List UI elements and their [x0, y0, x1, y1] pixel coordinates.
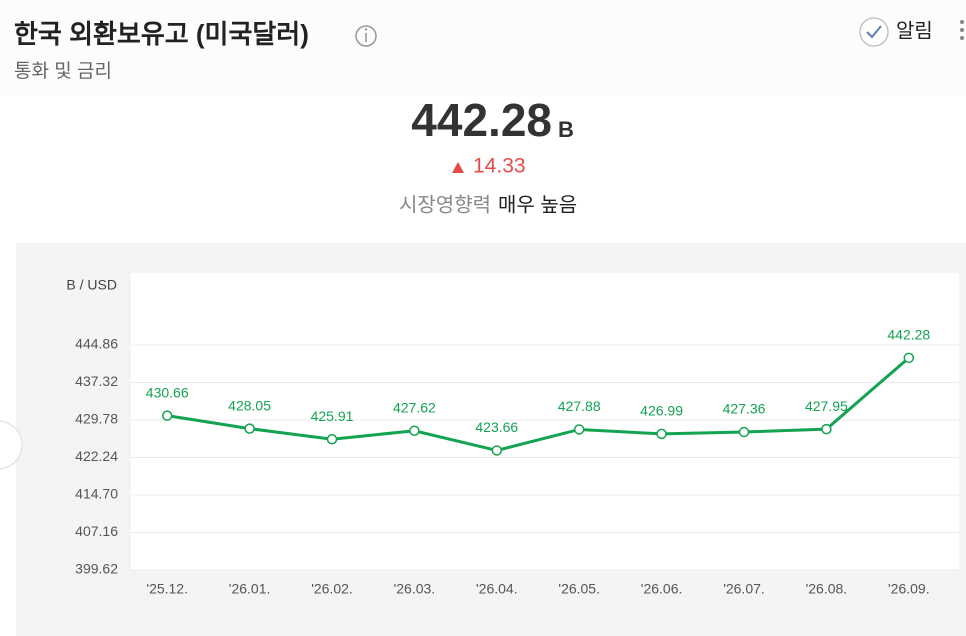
impact-label: 시장영향력	[399, 193, 491, 216]
value-label: 428.05	[228, 397, 271, 413]
value-label: 423.66	[475, 419, 518, 435]
point	[244, 423, 255, 434]
value-label: 426.99	[640, 403, 683, 419]
x-tick-label: '25.12.	[146, 581, 188, 597]
point	[738, 426, 750, 438]
x-tick-label: '26.03.	[394, 581, 436, 597]
menu-button[interactable]	[960, 20, 964, 40]
x-tick-label: '26.04.	[476, 581, 518, 597]
value-label: 427.95	[805, 398, 848, 414]
alert-button[interactable]: 알림	[859, 17, 933, 47]
y-unit: B / USD	[66, 277, 117, 293]
y-tick-label: 429.78	[75, 411, 118, 427]
y-tick-label: 414.70	[75, 486, 118, 502]
y-tick-label: 437.32	[75, 373, 118, 389]
x-tick-label: '26.05.	[558, 581, 600, 597]
main-unit: B	[558, 117, 574, 142]
side-button[interactable]	[0, 420, 23, 470]
x-tick-label: '26.02.	[311, 581, 353, 597]
value-label: 430.66	[146, 384, 189, 400]
x-tick-label: '26.01.	[229, 581, 271, 597]
value-label: 442.28	[887, 327, 930, 343]
point	[161, 410, 173, 421]
line	[166, 356, 910, 452]
y-tick-label: 407.16	[75, 523, 118, 539]
alert-label: 알림	[896, 19, 933, 42]
impact-value: 매우 높음	[498, 193, 577, 216]
info-icon[interactable]	[355, 25, 377, 47]
y-tick-label: 422.24	[75, 448, 118, 464]
x-tick-label: '26.06.	[641, 581, 683, 597]
up-arrow	[452, 162, 464, 173]
point	[821, 423, 832, 435]
title: 한국 외환보유고 (미국달러)	[14, 19, 309, 49]
change: 14.33	[473, 155, 526, 178]
point	[491, 445, 503, 456]
x-tick-label: '26.08.	[806, 581, 848, 597]
value-label: 427.62	[393, 399, 436, 415]
point	[326, 434, 338, 445]
point	[903, 352, 915, 364]
y-tick-label: 399.62	[75, 561, 118, 577]
subtitle: 통화 및 금리	[14, 60, 112, 82]
point	[656, 428, 667, 440]
value-label: 427.88	[558, 398, 601, 414]
header-bg	[0, 0, 966, 96]
y-tick-label: 444.86	[75, 336, 118, 352]
x-tick-label: '26.09.	[888, 581, 930, 597]
value-label: 427.36	[723, 401, 766, 417]
value-label: 425.91	[311, 408, 354, 424]
point	[573, 424, 585, 435]
x-tick-label: '26.07.	[723, 581, 765, 597]
main-value: 442.28	[411, 94, 552, 146]
point	[409, 425, 420, 436]
plot-area	[129, 271, 961, 571]
